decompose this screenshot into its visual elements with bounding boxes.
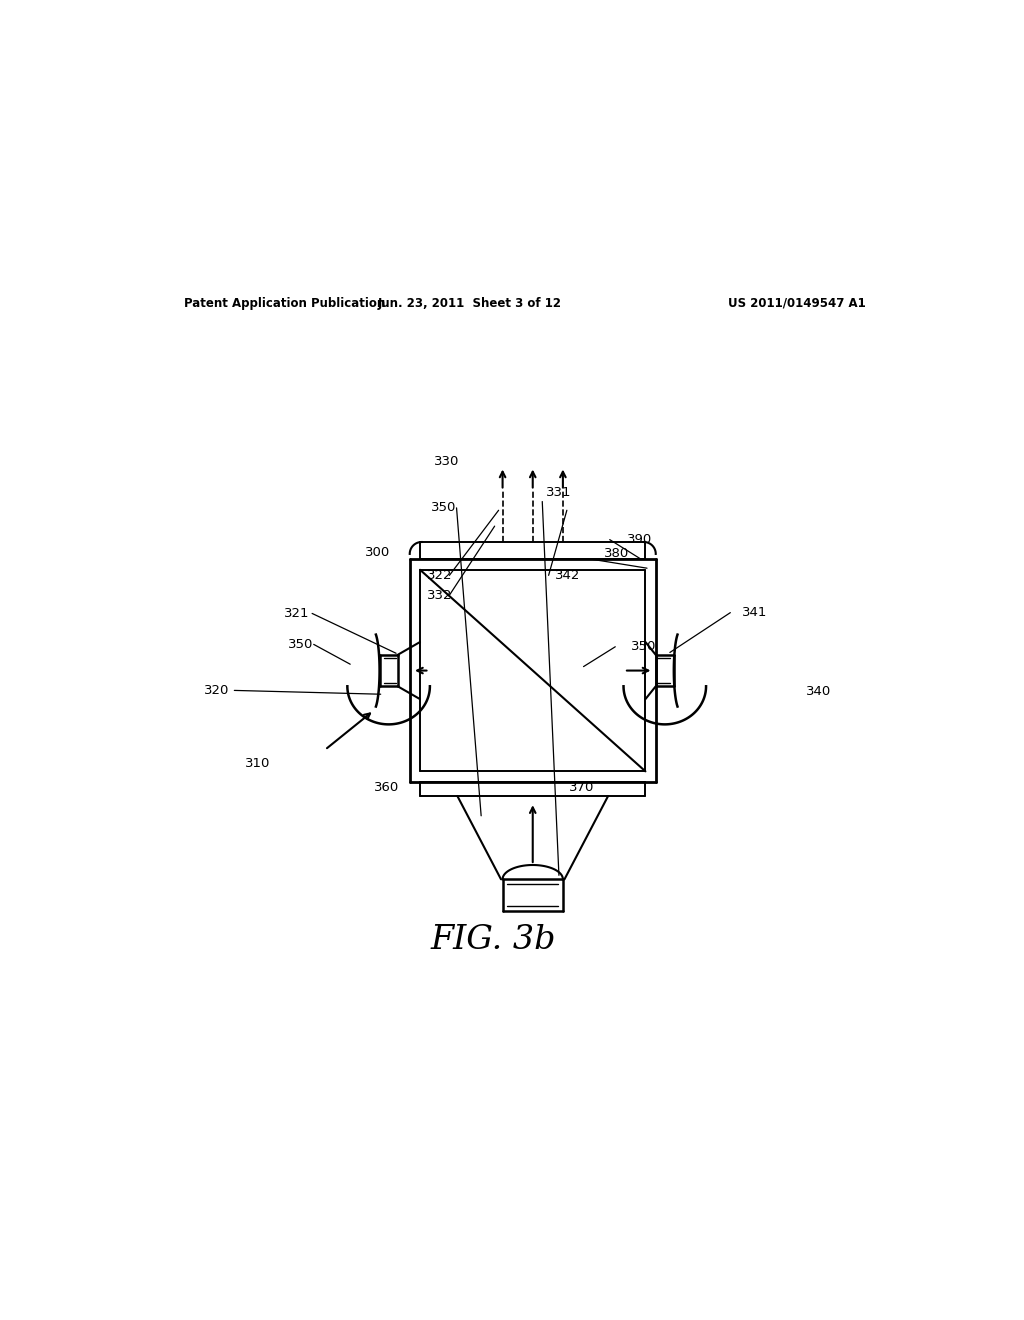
Text: 330: 330 <box>434 455 460 469</box>
Text: Jun. 23, 2011  Sheet 3 of 12: Jun. 23, 2011 Sheet 3 of 12 <box>377 297 561 310</box>
Text: 350: 350 <box>631 640 656 653</box>
Text: 390: 390 <box>627 533 652 546</box>
Text: 322: 322 <box>427 569 453 582</box>
Text: 341: 341 <box>742 606 768 619</box>
Text: 300: 300 <box>365 546 390 558</box>
Text: US 2011/0149547 A1: US 2011/0149547 A1 <box>728 297 866 310</box>
Text: 350: 350 <box>289 638 313 651</box>
Text: 310: 310 <box>246 756 270 770</box>
Text: FIG. 3b: FIG. 3b <box>430 924 556 957</box>
Text: 350: 350 <box>431 502 457 515</box>
Text: 332: 332 <box>427 589 453 602</box>
Text: 331: 331 <box>546 486 571 499</box>
Text: 342: 342 <box>555 569 581 582</box>
Text: 370: 370 <box>569 780 595 793</box>
Text: 380: 380 <box>604 546 630 560</box>
Text: 321: 321 <box>284 607 309 620</box>
Text: Patent Application Publication: Patent Application Publication <box>183 297 385 310</box>
Text: 320: 320 <box>204 684 229 697</box>
Text: 360: 360 <box>374 780 399 793</box>
Text: 340: 340 <box>806 685 831 698</box>
